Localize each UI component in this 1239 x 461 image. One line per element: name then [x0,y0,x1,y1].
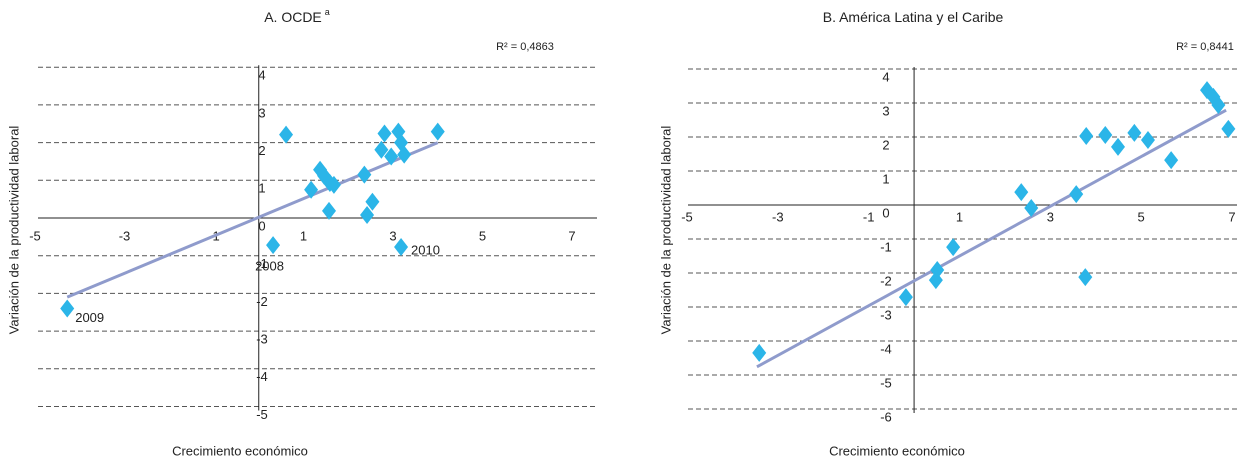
x-tick-label: -5 [681,209,693,224]
chart-title: B. América Latina y el Caribe [823,9,1004,25]
y-tick-label: 3 [882,103,889,118]
data-point [374,140,389,159]
y-axis-title: Variación de la productividad laboral [658,126,673,335]
y-tick-label: -4 [880,341,892,356]
data-point [1127,123,1142,142]
x-tick-label: 3 [389,228,396,243]
data-point [946,238,961,257]
y-tick-label: -1 [880,239,892,254]
data-point [1098,125,1113,144]
data-point [1014,183,1029,202]
data-point [357,165,372,184]
data-point [1079,126,1094,145]
x-axis-title: Crecimiento económico [829,443,965,458]
y-tick-label: -4 [256,369,268,384]
y-tick-label: 2 [882,137,889,152]
y-tick-label: 4 [882,69,889,84]
x-tick-label: 3 [1047,209,1054,224]
y-tick-label: -3 [256,332,268,347]
data-point [898,288,913,307]
x-tick-label: 7 [1228,209,1235,224]
x-tick-label: 5 [1138,209,1145,224]
data-point [1221,119,1236,138]
trend-line [756,108,1227,369]
y-tick-label: -3 [880,307,892,322]
y-tick-label: -2 [256,294,268,309]
title-superscript: a [325,7,330,17]
y-tick-label: -5 [256,407,268,422]
data-point [360,205,375,224]
data-point [1164,151,1179,170]
annotation: 2010 [411,242,440,257]
x-tick-label: -3 [119,228,131,243]
data-point [60,299,75,318]
data-point [430,122,445,141]
annotation: 2008 [255,259,284,274]
data-point [1069,185,1084,204]
y-tick-label: 4 [258,68,265,83]
data-point [1111,137,1126,156]
chart-title: A. OCDE a [264,7,330,24]
data-point [326,175,341,194]
y-tick-label: -2 [880,273,892,288]
y-tick-label: 0 [882,205,889,220]
data-point [1140,131,1155,150]
data-point [304,180,319,199]
y-tick-label: 3 [258,105,265,120]
data-point [279,125,294,144]
r-squared: R² = 0,4863 [496,41,554,53]
data-point [1211,96,1226,115]
x-tick-label: 7 [568,228,575,243]
y-tick-label: -6 [880,409,892,424]
data-point [397,145,412,164]
data-point [394,238,409,257]
data-point [384,147,399,166]
y-tick-label: -5 [880,375,892,390]
data-point [1078,268,1093,287]
y-tick-label: 2 [258,143,265,158]
r-squared: R² = 0,8441 [1176,41,1234,53]
x-tick-label: -1 [863,209,875,224]
x-tick-label: 1 [300,228,307,243]
data-point [365,192,380,211]
y-tick-label: 0 [258,218,265,233]
y-axis-title: Variación de la productividad laboral [6,126,21,335]
x-tick-label: -3 [772,209,784,224]
data-point [1024,199,1039,218]
x-axis-title: Crecimiento económico [172,443,308,458]
title-text: B. América Latina y el Caribe [823,9,1004,25]
y-tick-label: -1 [256,256,268,271]
data-point [322,201,337,220]
x-tick-label: 5 [479,228,486,243]
x-tick-label: 1 [956,209,963,224]
title-text: A. OCDE [264,9,322,25]
trend-line [66,141,439,299]
annotation: 2009 [75,310,104,325]
y-tick-label: 1 [258,181,265,196]
x-tick-label: -5 [29,228,41,243]
data-point [377,124,392,143]
data-point [752,343,767,362]
data-point [266,236,281,255]
y-tick-label: 1 [882,171,889,186]
data-point [930,260,945,279]
